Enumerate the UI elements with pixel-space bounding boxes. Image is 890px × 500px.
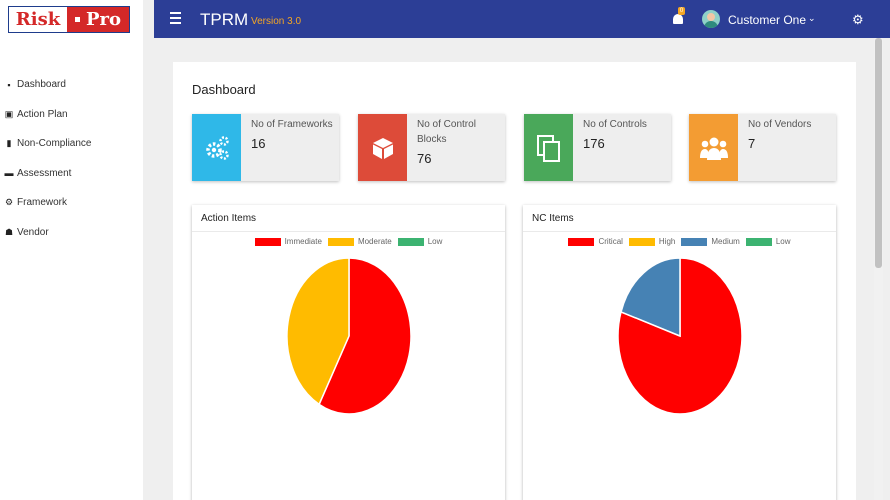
settings-cogs-icon[interactable]: ⚙ xyxy=(852,12,864,27)
top-header: TPRM Version 3.0 0 Customer One ⌄ ⚙ xyxy=(154,0,890,38)
legend-item[interactable]: Moderate xyxy=(327,237,392,246)
cogs-icon: ⚙ xyxy=(4,197,14,208)
chart-card-nc-items: NC Items Critical High Medium Low xyxy=(523,205,836,500)
sidebar-item-label: Assessment xyxy=(17,167,72,179)
sidebar-item-label: Action Plan xyxy=(17,108,68,120)
users-icon xyxy=(699,137,728,160)
legend-swatch xyxy=(254,237,281,246)
card-label: No of Controls xyxy=(583,119,647,130)
pie-slice-moderate[interactable] xyxy=(286,257,350,406)
clipboard-icon: ▣ xyxy=(4,108,14,119)
chart-legend: Immediate Moderate Low xyxy=(192,237,505,246)
app-title: TPRM xyxy=(200,10,249,29)
risk-pro-logo[interactable]: Risk Pro xyxy=(8,6,130,33)
sidebar-item-action-plan[interactable]: ▣ Action Plan xyxy=(0,100,143,130)
legend-item[interactable]: Low xyxy=(745,237,791,246)
file-icon: ▬ xyxy=(4,168,14,179)
chart-title: Action Items xyxy=(192,205,505,232)
legend-item[interactable]: Low xyxy=(397,237,443,246)
pie-slice-medium[interactable] xyxy=(620,257,681,338)
card-value: 16 xyxy=(251,136,266,151)
sidebar-item-framework[interactable]: ⚙ Framework xyxy=(0,188,143,218)
legend-swatch xyxy=(681,237,708,246)
notification-bell-icon[interactable]: 0 xyxy=(672,7,685,27)
logo-text-pro-block: Pro xyxy=(67,7,129,32)
logo-text-risk: Risk xyxy=(9,7,67,32)
logo-dot xyxy=(74,17,80,22)
sidebar-item-vendor[interactable]: ☗ Vendor xyxy=(0,218,143,248)
legend-label: Low xyxy=(775,237,791,246)
app-version: Version 3.0 xyxy=(251,16,302,27)
legend-label: High xyxy=(658,237,676,246)
card-value: 76 xyxy=(417,151,432,166)
legend-item[interactable]: Medium xyxy=(681,237,740,246)
legend-label: Low xyxy=(427,237,443,246)
card-label: No of Frameworks xyxy=(251,119,333,130)
chart-card-action-items: Action Items Immediate Moderate Low xyxy=(192,205,505,500)
sidebar-item-label: Dashboard xyxy=(17,79,66,91)
card-value: 7 xyxy=(748,136,756,151)
legend-item[interactable]: High xyxy=(628,237,676,246)
card-tile xyxy=(358,114,407,181)
scrollbar[interactable] xyxy=(874,38,883,500)
cube-icon xyxy=(372,137,393,159)
legend-label: Critical xyxy=(598,237,623,246)
sidebar-item-assessment[interactable]: ▬ Assessment xyxy=(0,159,143,189)
legend-label: Moderate xyxy=(357,237,392,246)
card-vendors[interactable]: No of Vendors 7 xyxy=(689,114,836,181)
menu-toggle-icon[interactable] xyxy=(170,12,181,24)
legend-swatch xyxy=(327,237,354,246)
notification-badge: 0 xyxy=(678,7,685,15)
scrollbar-thumb[interactable] xyxy=(875,38,882,268)
sidebar-item-non-compliance[interactable]: ▮ Non-Compliance xyxy=(0,129,143,159)
copy-icon xyxy=(536,134,560,162)
legend-label: Immediate xyxy=(284,237,322,246)
card-frameworks[interactable]: No of Frameworks 16 xyxy=(192,114,339,181)
legend-item[interactable]: Critical xyxy=(568,237,623,246)
logo-text-pro: Pro xyxy=(85,9,122,30)
card-tile xyxy=(689,114,738,181)
dashboard-panel: Dashboard No of Frameworks 16 No of Cont… xyxy=(173,62,856,500)
sidebar-nav: ▪ Dashboard ▣ Action Plan ▮ Non-Compliance … xyxy=(0,70,143,247)
card-controls[interactable]: No of Controls 176 xyxy=(524,114,671,181)
card-value: 176 xyxy=(583,136,605,151)
sidebar: Risk Pro ▪ Dashboard ▣ Action Plan ▮ Non-Co… xyxy=(0,0,143,500)
chevron-down-icon[interactable]: ⌄ xyxy=(808,13,816,23)
legend-label: Medium xyxy=(711,237,740,246)
page-title: Dashboard xyxy=(192,82,256,97)
pie-slice-immediate[interactable] xyxy=(318,257,412,415)
sidebar-item-label: Vendor xyxy=(17,226,49,238)
card-label: No of Control Blocks xyxy=(417,119,476,145)
briefcase-icon: ▪ xyxy=(7,79,11,90)
avatar[interactable] xyxy=(702,10,720,28)
sidebar-item-dashboard[interactable]: ▪ Dashboard xyxy=(0,70,143,100)
card-control-blocks[interactable]: No of Control Blocks 76 xyxy=(358,114,505,181)
pie-chart-nc-items xyxy=(617,257,743,415)
legend-item[interactable]: Immediate xyxy=(254,237,322,246)
card-label: No of Vendors xyxy=(748,119,812,130)
cogs-icon xyxy=(205,135,229,160)
legend-swatch xyxy=(628,237,655,246)
chart-title: NC Items xyxy=(523,205,836,232)
legend-swatch xyxy=(745,237,772,246)
card-tile xyxy=(524,114,573,181)
card-tile xyxy=(192,114,241,181)
legend-swatch xyxy=(568,237,595,246)
legend-swatch xyxy=(397,237,424,246)
user-name[interactable]: Customer One xyxy=(728,13,807,27)
users-icon: ☗ xyxy=(4,226,14,237)
sidebar-item-label: Non-Compliance xyxy=(17,138,92,150)
chart-legend: Critical High Medium Low xyxy=(523,237,836,246)
sidebar-item-label: Framework xyxy=(17,197,68,209)
pie-chart-action-items xyxy=(286,257,412,415)
book-icon: ▮ xyxy=(6,138,12,149)
